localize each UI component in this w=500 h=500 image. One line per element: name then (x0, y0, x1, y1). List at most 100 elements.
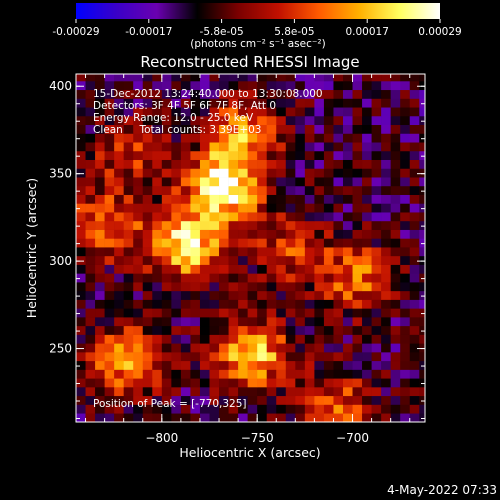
heatmap-cell (171, 352, 182, 362)
heatmap-cell (76, 220, 86, 230)
heatmap-cell (323, 255, 334, 265)
heatmap-cell (266, 273, 277, 283)
heatmap-cell (390, 203, 401, 213)
heatmap-cell (104, 115, 115, 126)
heatmap-cell (152, 177, 163, 187)
heatmap-cell (314, 194, 325, 204)
heatmap-cell (362, 404, 372, 414)
heatmap-cell (190, 168, 201, 178)
heatmap-cell (266, 404, 277, 414)
heatmap-cell (85, 378, 96, 388)
heatmap-cell (381, 308, 391, 318)
heatmap-cell (114, 387, 124, 397)
heatmap-cell (352, 74, 363, 82)
heatmap-cell (352, 194, 363, 204)
heatmap-cell (409, 378, 420, 388)
heatmap-cell (133, 80, 144, 91)
heatmap-cell (314, 247, 325, 257)
heatmap-cell (400, 107, 411, 117)
heatmap-cell (85, 290, 96, 300)
heatmap-cell (342, 264, 353, 274)
heatmap-cell (123, 150, 134, 160)
heatmap-cell (104, 413, 115, 423)
heatmap-cell (409, 133, 420, 143)
heatmap-cell (390, 124, 401, 134)
heatmap-cell (95, 238, 105, 248)
heatmap-cell (400, 290, 411, 300)
heatmap-cell (419, 142, 426, 152)
heatmap-cell (342, 74, 353, 82)
heatmap-cell (133, 413, 144, 423)
heatmap-cell (180, 124, 191, 134)
heatmap-cell (371, 343, 382, 353)
heatmap-cell (219, 124, 229, 134)
heatmap-cell (104, 299, 115, 309)
heatmap-cell (285, 247, 296, 257)
heatmap-cell (209, 387, 220, 397)
heatmap-cell (285, 352, 296, 362)
heatmap-cell (295, 325, 306, 335)
heatmap-cell (371, 369, 382, 379)
heatmap-cell (114, 395, 124, 405)
heatmap-cell (171, 378, 182, 388)
heatmap-cell (76, 308, 86, 318)
heatmap-cell (390, 107, 401, 117)
heatmap-cell (85, 80, 96, 91)
heatmap-cell (123, 395, 134, 405)
heatmap-cell (95, 229, 105, 239)
heatmap-cell (114, 229, 124, 239)
heatmap-cell (123, 74, 134, 82)
heatmap-cell (314, 150, 325, 160)
heatmap-cell (381, 194, 391, 204)
heatmap-cell (247, 229, 258, 239)
heatmap-cell (381, 212, 391, 222)
heatmap-cell (161, 220, 172, 230)
heatmap-cell (95, 212, 105, 222)
heatmap-cell (285, 142, 296, 152)
heatmap-cell (390, 387, 401, 397)
heatmap-cell (85, 89, 96, 99)
heatmap-cell (276, 360, 287, 370)
heatmap-cell (133, 212, 144, 222)
heatmap-cell (295, 255, 306, 265)
heatmap-cell (171, 220, 182, 230)
heatmap-cell (419, 325, 426, 335)
heatmap-cell (371, 220, 382, 230)
heatmap-cell (371, 238, 382, 248)
heatmap-cell (95, 255, 105, 265)
heatmap-cell (95, 168, 105, 178)
heatmap-cell (342, 369, 353, 379)
heatmap-cell (209, 247, 220, 257)
heatmap-cell (228, 168, 239, 178)
colorbar-tick-label: 5.8e-05 (274, 26, 314, 38)
heatmap-cell (314, 334, 325, 344)
heatmap-cell (333, 273, 344, 283)
heatmap-cell (199, 220, 210, 230)
heatmap-cell (323, 115, 334, 126)
heatmap-cell (76, 212, 86, 222)
heatmap-cell (342, 80, 353, 91)
heatmap-cell (257, 334, 268, 344)
heatmap-cell (161, 395, 172, 405)
heatmap-cell (295, 220, 306, 230)
heatmap-cell (323, 150, 334, 160)
heatmap-cell (123, 325, 134, 335)
heatmap-cell (400, 264, 411, 274)
heatmap-cell (323, 194, 334, 204)
heatmap-cell (133, 238, 144, 248)
heatmap-cell (409, 404, 420, 414)
heatmap-cell (390, 395, 401, 405)
heatmap-cell (304, 360, 315, 370)
heatmap-cell (295, 185, 306, 195)
heatmap-cell (104, 378, 115, 388)
heatmap-cell (171, 282, 182, 292)
heatmap-cell (352, 168, 363, 178)
heatmap-cell (209, 133, 220, 143)
heatmap-cell (266, 80, 277, 91)
heatmap-cell (123, 273, 134, 283)
heatmap-cell (161, 168, 172, 178)
heatmap-cell (104, 317, 115, 327)
heatmap-cell (114, 98, 124, 108)
heatmap-cell (333, 229, 344, 239)
